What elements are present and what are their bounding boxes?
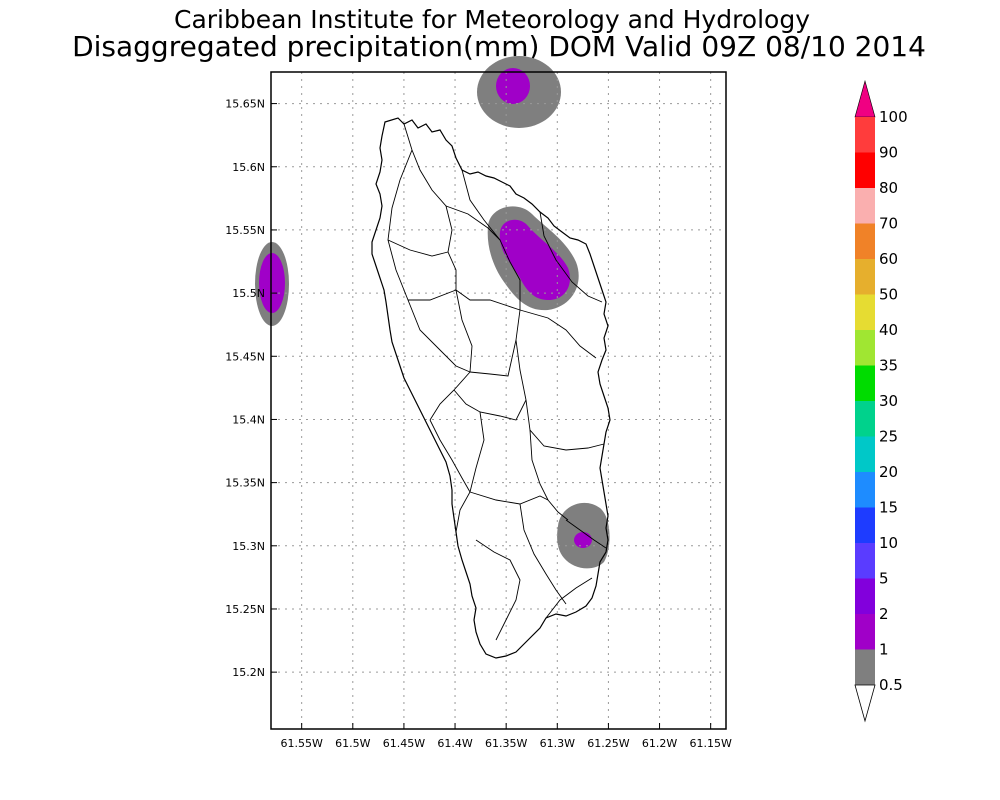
rain-core-west [259, 253, 285, 313]
colorbar-segment [855, 578, 875, 614]
map-background [271, 72, 726, 729]
colorbar-segment [855, 152, 875, 188]
colorbar-level-label: 30 [879, 392, 898, 410]
colorbar-level-label: 1 [879, 641, 889, 659]
colorbar-level-label: 80 [879, 179, 898, 197]
colorbar-segment [855, 117, 875, 153]
header-title: Caribbean Institute for Meteorology and … [174, 5, 810, 34]
colorbar-bottom-arrow [854, 684, 876, 723]
colorbar-segment [855, 543, 875, 579]
colorbar-segment [855, 188, 875, 224]
colorbar-segment [855, 294, 875, 330]
colorbar-segment [855, 436, 875, 472]
colorbar-level-label: 2 [879, 605, 889, 623]
colorbar-level-label: 5 [879, 570, 889, 588]
colorbar-segment [855, 365, 875, 401]
map-panel [255, 56, 727, 730]
lat-tick-label: 15.35N [225, 477, 265, 490]
lon-tick-label: 61.35W [485, 737, 527, 750]
colorbar-segment [855, 401, 875, 437]
colorbar-level-label: 60 [879, 250, 898, 268]
lat-tick-label: 15.5N [232, 287, 265, 300]
lat-tick-label: 15.65N [225, 98, 265, 111]
lon-tick-label: 61.25W [587, 737, 629, 750]
lon-tick-label: 61.45W [383, 737, 425, 750]
lat-tick-label: 15.2N [232, 666, 265, 679]
colorbar-segment [855, 259, 875, 295]
lat-tick-label: 15.25N [225, 603, 265, 616]
colorbar-level-label: 20 [879, 463, 898, 481]
colorbar-segment [855, 472, 875, 508]
lon-tick-label: 61.2W [642, 737, 677, 750]
colorbar-level-label: 10 [879, 534, 898, 552]
island-coastline [371, 117, 611, 659]
colorbar-level-label: 90 [879, 144, 898, 162]
lat-tick-label: 15.45N [225, 350, 265, 363]
colorbar-segment [855, 614, 875, 650]
header-subtitle: Disaggregated precipitation(mm) DOM Vali… [72, 30, 926, 63]
colorbar-level-label: 15 [879, 499, 898, 517]
lat-tick-label: 15.4N [232, 413, 265, 426]
lon-tick-label: 61.3W [540, 737, 575, 750]
colorbar-level-label: 35 [879, 357, 898, 375]
rain-core-north [496, 68, 530, 104]
watershed-boundaries [387, 123, 607, 641]
colorbar-level-label: 40 [879, 321, 898, 339]
lon-tick-label: 61.15W [689, 737, 731, 750]
lon-tick-label: 61.55W [280, 737, 322, 750]
lon-tick-label: 61.5W [335, 737, 370, 750]
colorbar-level-label: 25 [879, 428, 898, 446]
colorbar-segment [855, 330, 875, 366]
dominica-island [371, 117, 611, 659]
longitude-axis-labels: 61.55W 61.5W 61.45W 61.4W 61.35W 61.3W 61.25W 6… [280, 723, 732, 750]
lat-tick-label: 15.55N [225, 224, 265, 237]
rain-core-central [499, 219, 570, 300]
colorbar-level-label: 100 [879, 108, 908, 126]
colorbar-top-arrow [854, 79, 876, 118]
lat-tick-label: 15.6N [232, 161, 265, 174]
precipitation-shading [255, 56, 610, 569]
map-frame [270, 71, 727, 730]
colorbar-segment [855, 223, 875, 259]
colorbar-level-label: 0.5 [879, 676, 903, 694]
latitude-axis-labels: 15.65N 15.6N 15.55N 15.5N 15.45N 15.4N 15.35N 1… [225, 98, 277, 679]
colorbar-segment [855, 649, 875, 685]
colorbar-level-label: 50 [879, 286, 898, 304]
rain-core-southeast [574, 532, 592, 548]
colorbar-segment [855, 507, 875, 543]
lat-tick-label: 15.3N [232, 540, 265, 553]
lon-tick-label: 61.4W [437, 737, 472, 750]
colorbar-level-label: 70 [879, 215, 898, 233]
